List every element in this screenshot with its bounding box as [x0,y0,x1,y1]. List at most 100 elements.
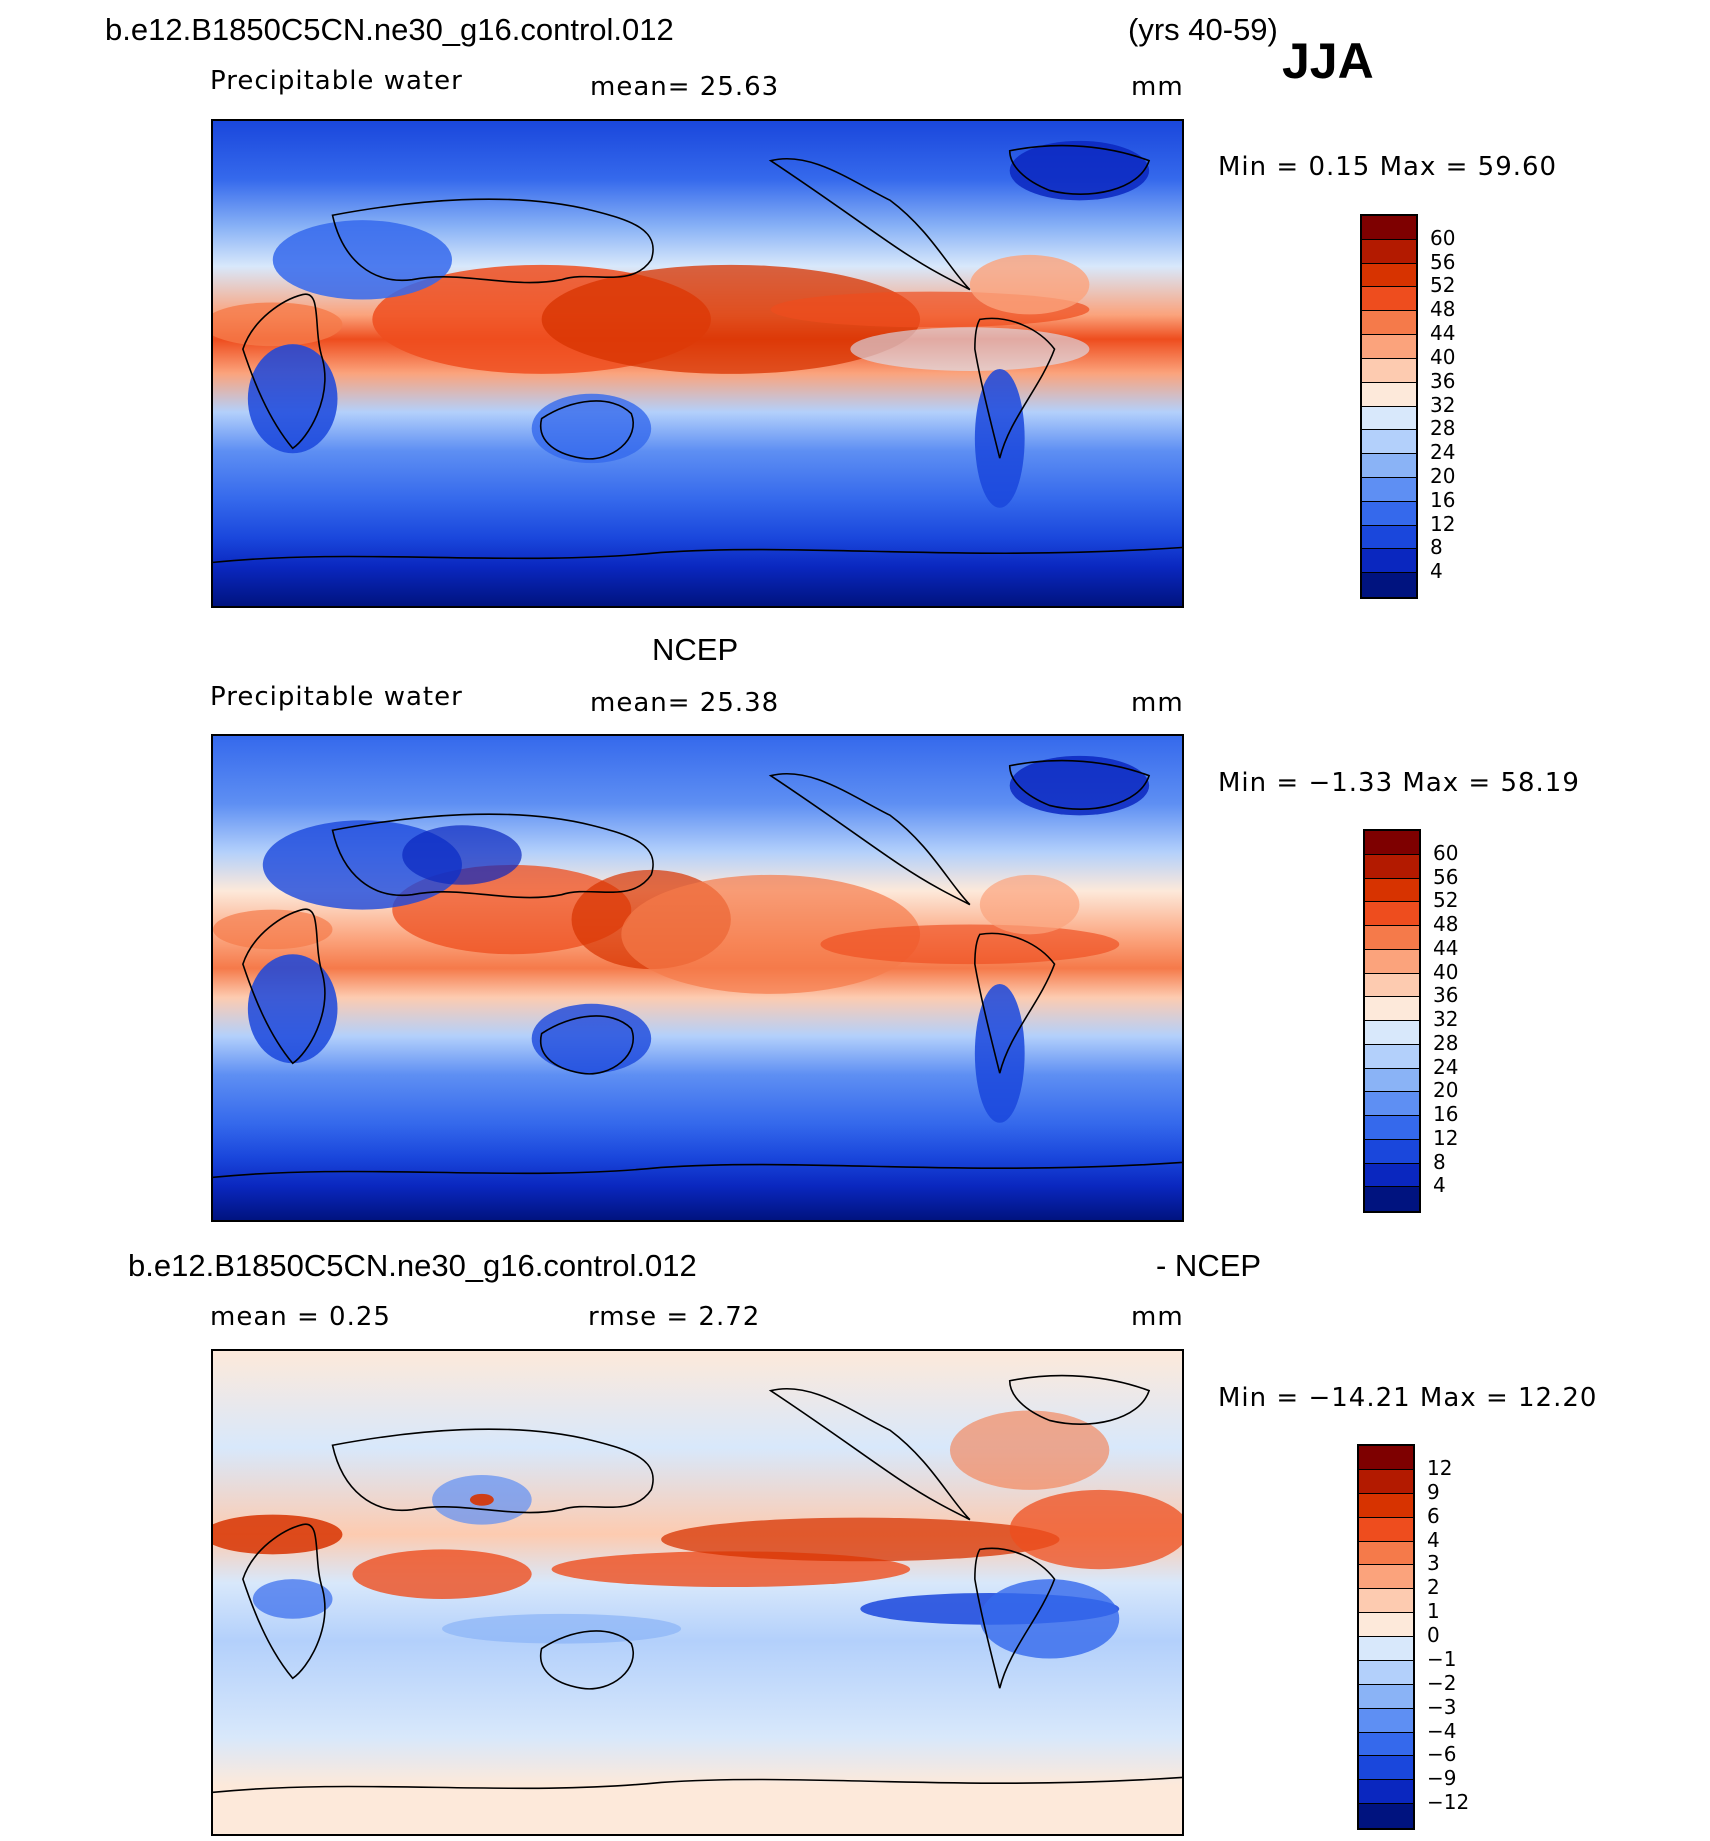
colorbar-segment [1359,1804,1413,1828]
colorbar-tick-label: −1 [1427,1646,1457,1671]
colorbar-tick-label: 24 [1433,1054,1459,1079]
colorbar-tick-label: 36 [1433,983,1459,1008]
colorbar-tick-label: 24 [1430,440,1456,465]
colorbar-tick-label: 4 [1430,559,1443,584]
colorbar-segment [1359,1780,1413,1805]
panel3-units: mm [1131,1302,1184,1332]
colorbar-segment [1365,949,1419,974]
panel3-minmax: Min = −14.21 Max = 12.20 [1218,1383,1598,1413]
colorbar-tick-label: 40 [1430,344,1456,369]
panel3-title-left: b.e12.B1850C5CN.ne30_g16.control.012 [128,1248,697,1283]
colorbar-segment [1359,1637,1413,1661]
colorbar-tick-label: 60 [1433,840,1459,865]
colorbar-segment [1359,1732,1413,1757]
panel3-map [211,1349,1184,1836]
panel1-variable: Precipitable water [210,66,463,96]
colorbar-tick-label: 28 [1430,416,1456,441]
colorbar-tick-label: 44 [1430,321,1456,346]
colorbar-segment [1365,1021,1419,1045]
colorbar-segment [1362,477,1416,502]
colorbar-tick-label: 0 [1427,1623,1440,1647]
panel2-mean: mean= 25.38 [590,688,780,718]
colorbar-segment [1362,311,1416,336]
panel1-units: mm [1131,72,1184,102]
panel3-rmse: rmse = 2.72 [588,1302,761,1332]
colorbar-tick-label: −9 [1427,1766,1457,1791]
colorbar-tick-label: 12 [1433,1125,1459,1150]
colorbar-tick-label: 56 [1433,864,1459,889]
colorbar-tick-label: 52 [1433,888,1459,913]
colorbar-segment [1359,1541,1413,1566]
panel2-map [211,734,1184,1222]
colorbar-segment [1365,831,1419,855]
panel1-map [211,119,1184,608]
colorbar-segment [1359,1613,1413,1637]
colorbar-tick-label: 8 [1433,1149,1446,1174]
colorbar-segment [1362,382,1416,407]
colorbar-tick-label: 36 [1430,368,1456,393]
colorbar-tick-label: 52 [1430,273,1456,298]
map-model [213,121,1182,606]
panel2-units: mm [1131,688,1184,718]
colorbar-segment [1359,1565,1413,1590]
colorbar-tick-label: 4 [1427,1527,1440,1552]
panel1-colorbar [1360,214,1418,599]
colorbar-tick-label: 2 [1427,1575,1440,1600]
colorbar-segment [1365,1139,1419,1164]
colorbar-segment [1362,263,1416,288]
colorbar-tick-label: 8 [1430,535,1443,560]
colorbar-segment [1359,1469,1413,1494]
colorbar-tick-label: −12 [1427,1790,1470,1815]
colorbar-segment [1359,1517,1413,1542]
panel2-colorbar [1363,829,1421,1213]
colorbar-tick-label: 16 [1433,1102,1459,1126]
panel1-mean: mean= 25.63 [590,72,780,102]
colorbar-segment [1362,525,1416,550]
colorbar-segment [1362,239,1416,264]
colorbar-tick-label: 44 [1433,935,1459,960]
colorbar-segment [1362,287,1416,312]
colorbar-segment [1359,1756,1413,1781]
colorbar-segment [1359,1708,1413,1733]
colorbar-segment [1365,997,1419,1021]
colorbar-segment [1362,358,1416,383]
panel2-minmax: Min = −1.33 Max = 58.19 [1218,768,1580,798]
colorbar-segment [1359,1493,1413,1518]
colorbar-segment [1362,549,1416,574]
colorbar-tick-label: −6 [1427,1742,1457,1767]
panel3-title-right: - NCEP [1156,1248,1262,1283]
colorbar-segment [1359,1589,1413,1614]
panel3-colorbar [1357,1444,1415,1830]
colorbar-segment [1359,1446,1413,1470]
colorbar-tick-label: 3 [1427,1551,1440,1576]
colorbar-segment [1365,1068,1419,1093]
colorbar-tick-label: −3 [1427,1694,1457,1719]
colorbar-segment [1365,854,1419,879]
colorbar-segment [1362,573,1416,597]
panel2-title: NCEP [652,632,739,667]
panel1-minmax: Min = 0.15 Max = 59.60 [1218,152,1558,182]
colorbar-segment [1362,216,1416,240]
colorbar-segment [1365,1187,1419,1211]
map-ncep [213,736,1182,1220]
colorbar-tick-label: −2 [1427,1670,1457,1695]
colorbar-tick-label: 48 [1433,912,1459,936]
colorbar-segment [1365,926,1419,950]
season-label: JJA [1282,33,1374,89]
colorbar-segment [1362,454,1416,478]
colorbar-tick-label: 16 [1430,487,1456,512]
colorbar-segment [1365,1116,1419,1140]
panel2-variable: Precipitable water [210,682,463,712]
colorbar-segment [1362,501,1416,526]
colorbar-tick-label: −4 [1427,1718,1457,1743]
colorbar-tick-label: 60 [1430,225,1456,250]
colorbar-tick-label: 32 [1433,1007,1459,1031]
colorbar-tick-label: 40 [1433,959,1459,984]
colorbar-tick-label: 6 [1427,1503,1440,1528]
colorbar-segment [1362,430,1416,455]
colorbar-tick-label: 12 [1427,1455,1453,1480]
colorbar-tick-label: 1 [1427,1599,1440,1624]
panel3-mean: mean = 0.25 [210,1302,391,1332]
colorbar-tick-label: 32 [1430,392,1456,417]
colorbar-tick-label: 56 [1430,249,1456,274]
